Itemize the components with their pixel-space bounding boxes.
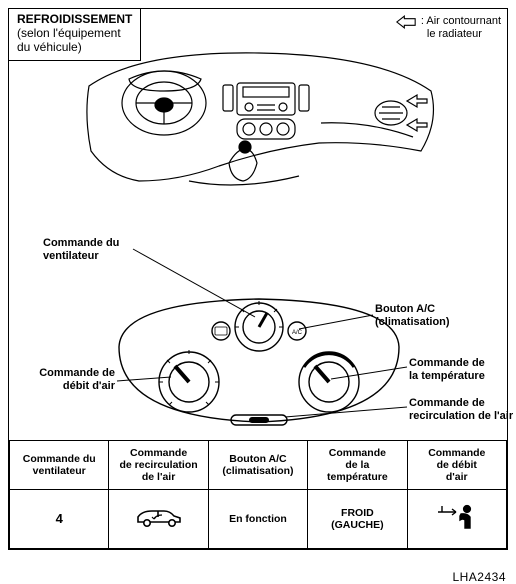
label-airflow: Commande de débit d'air <box>35 367 115 392</box>
dashboard-illustration <box>69 31 449 211</box>
table-header-row: Commande du ventilateur Commande de reci… <box>10 440 507 489</box>
th-temp: Commande de la température <box>308 440 407 489</box>
label-fan: Commande du ventilateur <box>43 237 119 262</box>
th-recirc: Commande de recirculation de l'air <box>109 440 208 489</box>
label-ac: Bouton A/C (climatisation) <box>375 303 450 328</box>
td-airflow <box>407 490 506 549</box>
th-ac: Bouton A/C (climatisation) <box>208 440 307 489</box>
th-airflow: Commande de débit d'air <box>407 440 506 489</box>
td-fan: 4 <box>10 490 109 549</box>
recirc-car-icon <box>132 504 186 530</box>
svg-text:A/C: A/C <box>292 330 303 336</box>
th-fan: Commande du ventilateur <box>10 440 109 489</box>
td-recirc <box>109 490 208 549</box>
td-temp: FROID (GAUCHE) <box>308 490 407 549</box>
title-line1: REFROIDISSEMENT <box>17 13 132 27</box>
label-temp: Commande de la température <box>409 357 485 382</box>
legend-line1: : Air contournant <box>421 15 501 27</box>
legend-arrow-icon <box>396 15 416 29</box>
table-value-row: 4 En fonction FROID (GAUCHE) <box>10 490 507 549</box>
airflow-face-icon <box>434 502 480 532</box>
label-recirc: Commande de recirculation de l'air <box>409 397 513 422</box>
settings-table: Commande du ventilateur Commande de reci… <box>9 440 507 549</box>
climate-panel-illustration: A/C <box>109 287 409 437</box>
figure-code: LHA2434 <box>452 570 506 584</box>
td-ac: En fonction <box>208 490 307 549</box>
